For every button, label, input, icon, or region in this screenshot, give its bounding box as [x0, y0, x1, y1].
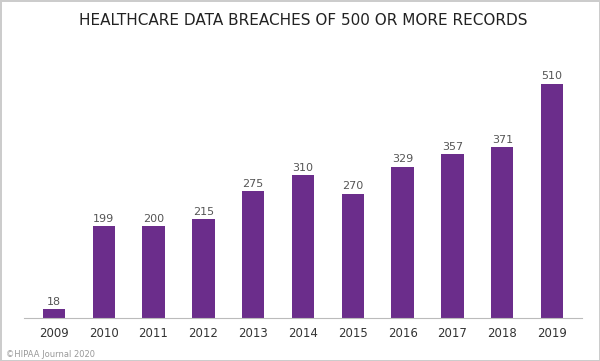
Bar [491, 147, 514, 318]
Text: 200: 200 [143, 214, 164, 223]
Text: 275: 275 [242, 179, 264, 189]
Bar [43, 309, 65, 318]
Title: HEALTHCARE DATA BREACHES OF 500 OR MORE RECORDS: HEALTHCARE DATA BREACHES OF 500 OR MORE … [79, 13, 527, 28]
Text: 371: 371 [492, 135, 513, 145]
Text: 270: 270 [342, 182, 364, 191]
Text: 215: 215 [193, 207, 214, 217]
Bar [292, 175, 314, 318]
Text: ©HIPAA Journal 2020: ©HIPAA Journal 2020 [6, 350, 95, 359]
Text: 510: 510 [542, 71, 563, 81]
Bar [391, 167, 414, 318]
Bar [541, 84, 563, 318]
Bar [142, 226, 165, 318]
Text: 329: 329 [392, 155, 413, 164]
Text: 18: 18 [47, 297, 61, 307]
Text: 199: 199 [93, 214, 115, 224]
Text: 357: 357 [442, 142, 463, 152]
Bar [441, 154, 464, 318]
Bar [92, 226, 115, 318]
Bar [341, 194, 364, 318]
Bar [242, 191, 265, 318]
Text: 310: 310 [293, 163, 314, 173]
Bar [192, 219, 215, 318]
